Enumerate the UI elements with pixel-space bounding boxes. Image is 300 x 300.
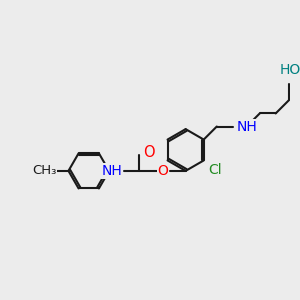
Text: NH: NH [236,119,257,134]
Text: Cl: Cl [208,163,222,177]
Text: CH₃: CH₃ [32,164,56,177]
Text: HO: HO [280,63,300,77]
Text: NH: NH [102,164,123,178]
Text: O: O [143,146,154,160]
Text: O: O [158,164,168,178]
